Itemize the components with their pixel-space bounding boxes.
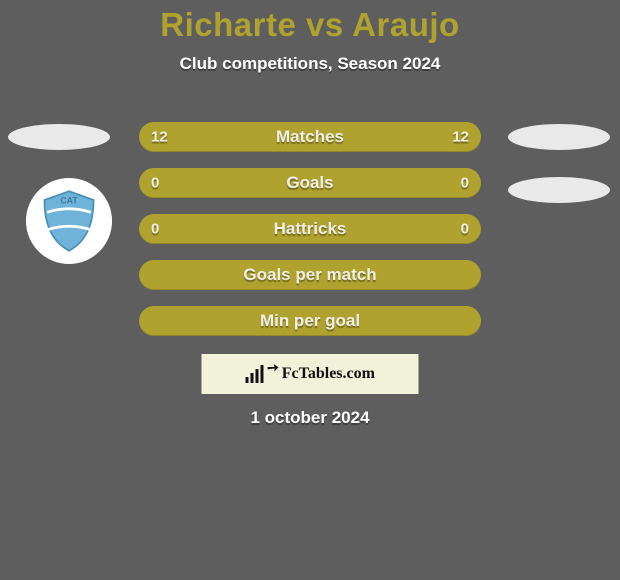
stat-label: Goals bbox=[286, 173, 333, 193]
page-subtitle: Club competitions, Season 2024 bbox=[0, 54, 620, 74]
player-right-photo bbox=[508, 124, 610, 150]
page-title: Richarte vs Araujo bbox=[0, 0, 620, 44]
stat-label: Matches bbox=[276, 127, 344, 147]
stat-row: Goals 0 0 bbox=[139, 168, 481, 198]
chart-icon bbox=[245, 365, 263, 383]
stat-label: Hattricks bbox=[274, 219, 347, 239]
attribution-badge: ➚ FcTables.com bbox=[202, 354, 419, 394]
player-right-club bbox=[508, 177, 610, 203]
svg-text:CAT: CAT bbox=[60, 196, 78, 206]
comparison-card: Richarte vs Araujo Club competitions, Se… bbox=[0, 0, 620, 580]
date-stamp: 1 october 2024 bbox=[0, 408, 620, 428]
stat-row: Min per goal bbox=[139, 306, 481, 336]
stat-label: Min per goal bbox=[260, 311, 360, 331]
stat-value-right: 12 bbox=[452, 129, 469, 146]
attribution-text: FcTables.com bbox=[282, 365, 375, 383]
arrow-icon: ➚ bbox=[262, 358, 282, 379]
stat-row: Matches 12 12 bbox=[139, 122, 481, 152]
stat-label: Goals per match bbox=[243, 265, 376, 285]
player-left-photo bbox=[8, 124, 110, 150]
player-left-club-badge: CAT bbox=[26, 178, 112, 264]
stats-table: Matches 12 12 Goals 0 0 Hattricks 0 0 Goals per m… bbox=[139, 122, 481, 352]
stat-value-left: 0 bbox=[151, 221, 159, 238]
stat-row: Hattricks 0 0 bbox=[139, 214, 481, 244]
stat-value-right: 0 bbox=[461, 221, 469, 238]
stat-row: Goals per match bbox=[139, 260, 481, 290]
stat-value-right: 0 bbox=[461, 175, 469, 192]
stat-value-left: 12 bbox=[151, 129, 168, 146]
stat-value-left: 0 bbox=[151, 175, 159, 192]
club-shield-icon: CAT bbox=[34, 186, 104, 256]
